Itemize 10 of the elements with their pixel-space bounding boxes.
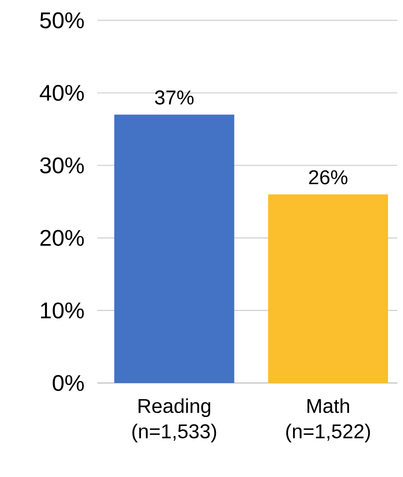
y-tick-label: 30% <box>40 157 84 174</box>
x-tick-label: Math (n=1,522) <box>286 398 370 442</box>
y-tick-label: 50% <box>40 12 84 28</box>
y-tick-label: 0% <box>52 374 84 392</box>
y-tick-label: 10% <box>40 302 84 318</box>
y-tick-label: 20% <box>40 230 84 246</box>
data-label: 37% <box>154 90 194 105</box>
y-tick-label: 40% <box>40 84 84 101</box>
x-tick-label: Reading (n=1,533) <box>132 398 216 442</box>
data-label: 26% <box>309 170 348 184</box>
